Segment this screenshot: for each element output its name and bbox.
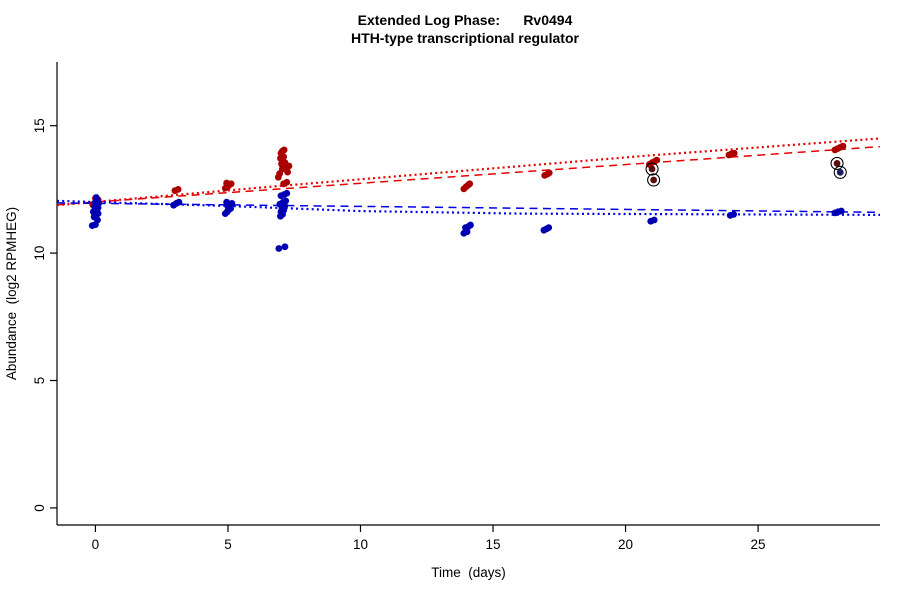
- data-point-blue-abundance: [92, 194, 100, 201]
- x-tick-label: 5: [224, 537, 232, 552]
- outlier-ring-icon: [833, 165, 847, 179]
- data-point-red-abundance: [280, 153, 288, 161]
- data-point-red-abundance: [223, 179, 231, 187]
- data-point-red-abundance: [839, 142, 847, 150]
- data-point-red-abundance: [466, 180, 474, 188]
- flagged-data-point: [648, 165, 656, 173]
- data-point-blue-abundance: [228, 200, 236, 207]
- data-point-blue-abundance: [175, 198, 183, 206]
- blue-dotted-fit-trend-line: [56, 199, 881, 216]
- data-point-blue-abundance: [282, 197, 290, 205]
- blue-dashed-fit-trend-line: [56, 202, 881, 214]
- data-point-red-abundance: [653, 156, 661, 164]
- data-point-blue-abundance: [275, 245, 283, 252]
- y-tick-label: 10: [32, 246, 47, 261]
- data-point-blue-abundance: [730, 210, 738, 218]
- y-tick-label: 15: [32, 118, 47, 133]
- y-tick-label: 5: [32, 377, 47, 385]
- x-axis-label: Time (days): [431, 565, 506, 580]
- data-point-blue-abundance: [650, 216, 658, 224]
- x-tick-label: 20: [618, 537, 633, 552]
- data-point-red-abundance: [174, 186, 182, 193]
- plot-subtitle: HTH-type transcriptional regulator: [351, 30, 579, 46]
- data-point-red-abundance: [284, 168, 291, 176]
- data-point-blue-abundance: [545, 224, 553, 232]
- data-point-blue-abundance: [467, 221, 474, 229]
- data-point-blue-abundance: [223, 198, 231, 206]
- data-point-red-abundance: [280, 146, 288, 154]
- red-dotted-fit-trend-line: [56, 137, 881, 207]
- outlier-ring-icon: [645, 162, 659, 176]
- y-tick-label: 0: [32, 504, 47, 512]
- data-point-red-abundance: [730, 149, 738, 157]
- data-point-blue-abundance: [283, 189, 291, 197]
- x-tick-label: 25: [751, 537, 766, 552]
- outlier-ring-icon: [647, 173, 661, 187]
- flagged-data-point: [836, 168, 844, 176]
- x-tick-label: 0: [92, 537, 100, 552]
- flagged-data-point: [650, 176, 658, 184]
- data-point-red-abundance: [283, 178, 291, 186]
- y-axis-label: Abundance (log2 RPMHEG): [4, 207, 19, 380]
- outlier-ring-icon: [830, 156, 844, 170]
- red-dashed-fit-trend-line: [56, 145, 881, 206]
- x-tick-label: 15: [486, 537, 501, 552]
- data-point-red-abundance: [545, 169, 553, 177]
- data-point-blue-abundance: [281, 243, 289, 251]
- data-point-red-abundance: [285, 162, 293, 170]
- flagged-data-point: [833, 160, 841, 167]
- x-tick-label: 10: [353, 537, 368, 552]
- plot-title: Extended Log Phase: Rv0494: [357, 12, 573, 28]
- data-point-blue-abundance: [837, 207, 845, 215]
